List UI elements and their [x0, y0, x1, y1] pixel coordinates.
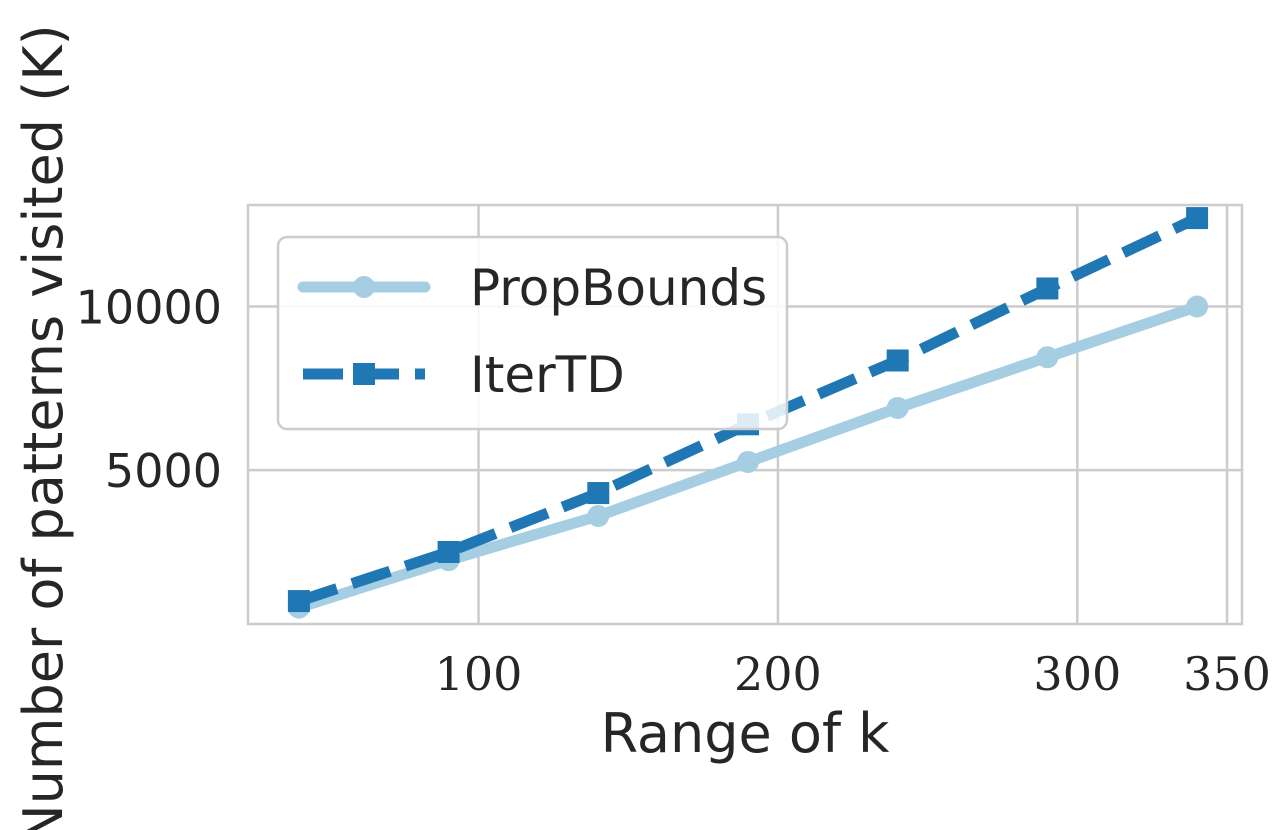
legend-entry: IterTD: [303, 346, 625, 404]
x-tick-label: 100: [435, 647, 523, 701]
data-point: [1036, 277, 1059, 300]
data-point: [587, 504, 610, 527]
data-point: [736, 450, 759, 473]
y-tick-label: 10000: [76, 280, 222, 334]
x-tick-label: 300: [1033, 647, 1121, 701]
legend-label: IterTD: [470, 346, 625, 404]
x-tick-label: 200: [734, 647, 822, 701]
x-tick-label: 350: [1183, 647, 1271, 701]
legend-marker: [353, 276, 375, 298]
data-point: [437, 540, 460, 563]
legend-label: PropBounds: [470, 259, 767, 317]
legend-entry: PropBounds: [297, 259, 767, 317]
y-axis-title: Number of patterns visited (K): [12, 24, 75, 830]
data-point: [1036, 346, 1059, 369]
legend: PropBounds IterTD: [276, 235, 789, 431]
data-point: [587, 482, 610, 505]
plot-frame: [246, 203, 1244, 626]
data-point: [1186, 207, 1209, 230]
data-point: [287, 590, 310, 613]
x-axis-title: Range of k: [601, 702, 891, 765]
x-tick-labels: 100 200 300 350: [435, 647, 1271, 701]
legend-marker: [353, 363, 375, 385]
y-tick-labels: 5000 10000: [76, 280, 222, 498]
y-tick-label: 5000: [105, 444, 222, 498]
data-point: [886, 396, 909, 419]
data-point: [1186, 295, 1209, 318]
data-point: [886, 349, 909, 372]
